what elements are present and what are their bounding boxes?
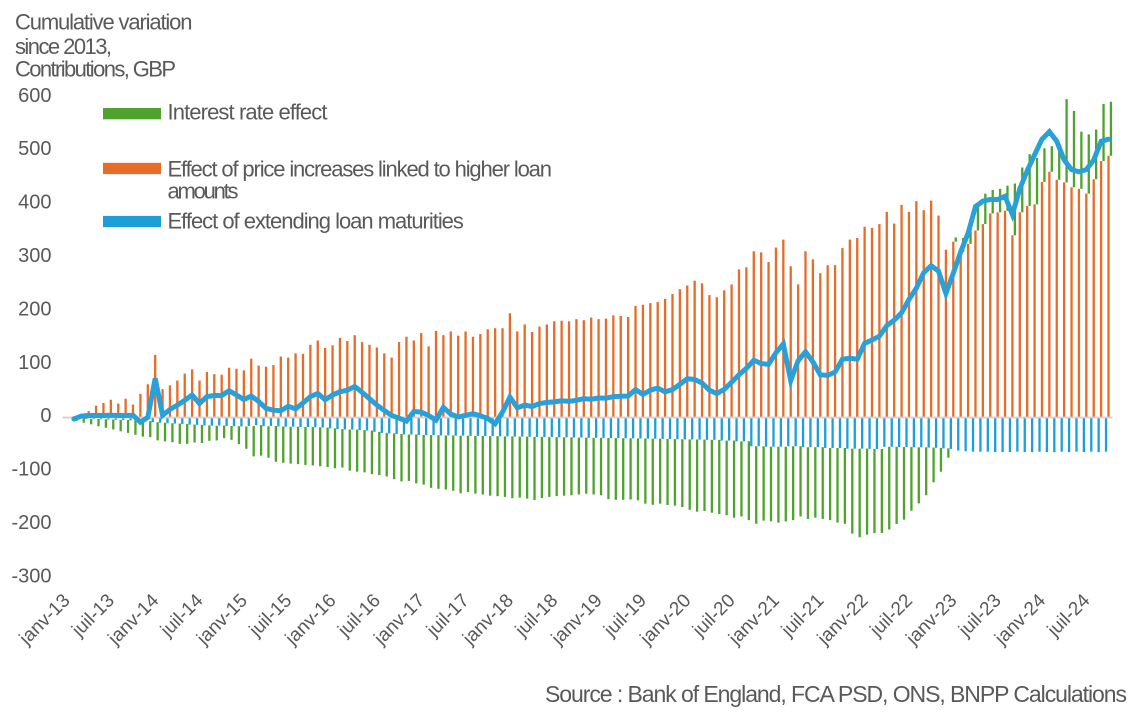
svg-text:400: 400 bbox=[18, 192, 51, 214]
svg-text:-100: -100 bbox=[11, 459, 51, 481]
svg-text:Effect of price increases link: Effect of price increases linked to high… bbox=[168, 156, 553, 181]
svg-text:Contributions, GBP: Contributions, GBP bbox=[15, 57, 176, 82]
svg-text:Source : Bank of England, FCA: Source : Bank of England, FCA PSD, ONS, … bbox=[545, 681, 1127, 707]
svg-text:200: 200 bbox=[18, 298, 51, 320]
svg-text:Cumulative variation: Cumulative variation bbox=[15, 10, 193, 35]
svg-text:since 2013,: since 2013, bbox=[15, 34, 112, 59]
svg-text:-200: -200 bbox=[11, 512, 51, 534]
svg-text:300: 300 bbox=[18, 245, 51, 267]
svg-text:500: 500 bbox=[18, 138, 51, 160]
svg-text:Effect of extending loan matur: Effect of extending loan maturities bbox=[168, 209, 464, 234]
svg-text:Interest rate effect: Interest rate effect bbox=[168, 99, 328, 124]
svg-text:0: 0 bbox=[40, 405, 51, 427]
svg-text:janv-13: janv-13 bbox=[15, 590, 75, 650]
svg-text:-300: -300 bbox=[11, 565, 51, 587]
svg-text:100: 100 bbox=[18, 352, 51, 374]
svg-text:juil-24: juil-24 bbox=[1043, 590, 1095, 642]
svg-text:600: 600 bbox=[18, 85, 51, 107]
svg-text:amounts: amounts bbox=[168, 179, 239, 204]
